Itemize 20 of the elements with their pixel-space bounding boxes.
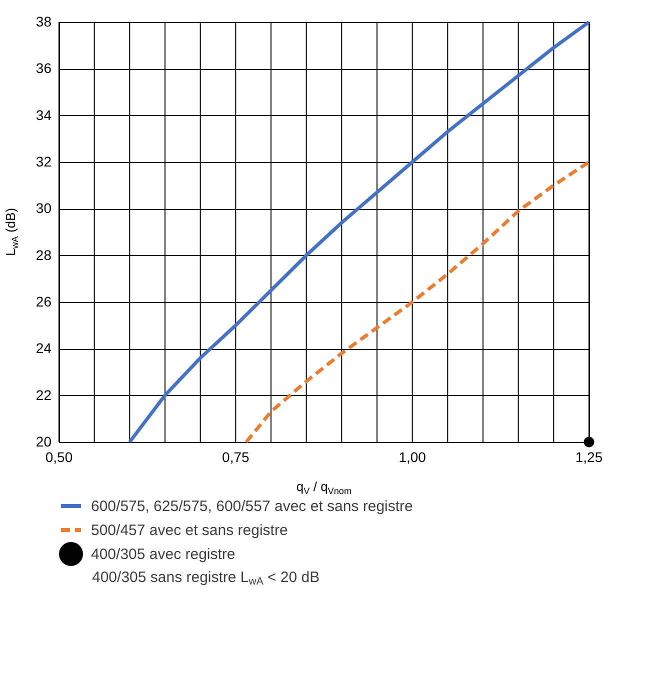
x-tick-label: 1,00 [398, 449, 426, 465]
legend-label: 400/305 avec registre [91, 546, 236, 563]
y-tick-label: 36 [36, 60, 52, 76]
y-tick-label: 26 [36, 294, 52, 310]
line-series [128, 20, 591, 444]
x-tick-label: 1,25 [575, 449, 603, 465]
y-axis-title: LwA (dB) [3, 208, 20, 256]
y-tick-label: 34 [36, 106, 52, 123]
line-series [244, 160, 591, 444]
legend-label: 500/457 avec et sans registre [91, 522, 288, 539]
y-tick-label: 30 [36, 200, 52, 216]
y-tick-label: 38 [36, 14, 52, 30]
y-tick-label: 20 [36, 434, 52, 450]
y-tick-label: 28 [36, 246, 52, 263]
x-tick-label: 0,50 [45, 449, 73, 465]
y-tick-label: 22 [36, 386, 52, 403]
x-tick-label: 0,75 [222, 449, 250, 465]
legend-label: 600/575, 625/575, 600/557 avec et sans registre [91, 498, 413, 515]
y-tick-label: 32 [36, 154, 52, 170]
y-tick-label: 24 [36, 340, 52, 356]
